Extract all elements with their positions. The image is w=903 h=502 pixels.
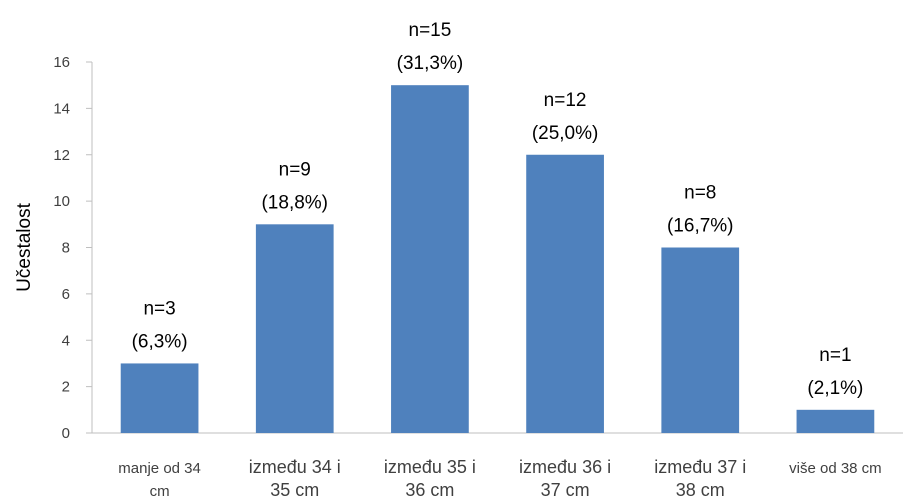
x-category-label: 38 cm [676, 480, 725, 500]
y-tick-label: 16 [53, 54, 70, 71]
data-label: n=9 [279, 159, 311, 180]
bar [526, 154, 604, 433]
bar [391, 85, 469, 433]
data-label: n=15 [409, 20, 452, 41]
bar [255, 224, 334, 433]
bar [796, 409, 875, 433]
data-label: n=8 [684, 183, 716, 204]
y-tick-label: 2 [62, 379, 70, 396]
x-category-label: 37 cm [541, 480, 590, 500]
x-category-label: između 35 i [384, 457, 476, 477]
bar [661, 247, 740, 433]
bar [120, 363, 199, 433]
data-label: (25,0%) [532, 123, 599, 144]
data-label: n=3 [143, 298, 175, 319]
y-axis-label: Učestalost [14, 202, 35, 291]
y-tick-label: 12 [53, 147, 70, 164]
data-label: (2,1%) [807, 378, 863, 399]
y-tick-label: 14 [53, 100, 70, 117]
x-category-label: cm [150, 483, 170, 500]
x-category-label: 36 cm [405, 480, 454, 500]
x-category-label: manje od 34 [118, 460, 201, 477]
y-tick-label: 10 [53, 193, 70, 210]
x-axis-categories: manje od 34 cm između 34 i 35 cm između 35 i… [118, 457, 881, 500]
x-category-label: više od 38 cm [789, 460, 882, 477]
data-labels: n=3 (6,3%) n=9 (18,8%) n=15 (31,3%) n=12 (25,0%… [132, 20, 864, 399]
y-tick-label: 4 [62, 332, 70, 349]
x-category-label: između 34 i [249, 457, 341, 477]
y-tick-label: 6 [62, 286, 70, 303]
x-category-label: između 37 i [654, 457, 746, 477]
data-label: (6,3%) [132, 331, 188, 352]
data-label: n=1 [819, 345, 851, 366]
data-label: (18,8%) [261, 192, 328, 213]
bars [120, 85, 875, 433]
x-category-label: između 36 i [519, 457, 611, 477]
y-axis-ticks: 0 2 4 6 8 10 12 14 16 [53, 54, 92, 442]
data-label: (16,7%) [667, 216, 734, 237]
y-tick-label: 8 [62, 240, 70, 257]
x-category-label: 35 cm [270, 480, 319, 500]
data-label: (31,3%) [397, 53, 464, 74]
y-tick-label: 0 [62, 425, 70, 442]
data-label: n=12 [544, 90, 587, 111]
